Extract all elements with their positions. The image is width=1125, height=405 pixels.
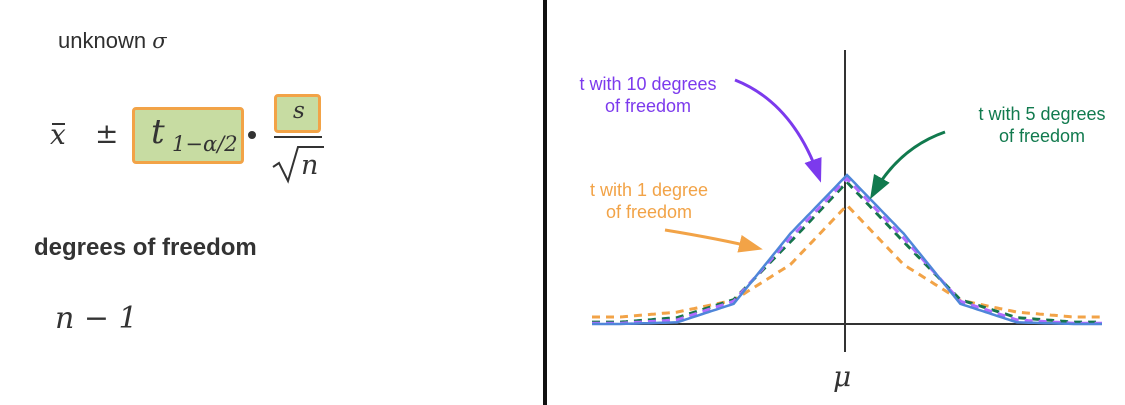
xbar-symbol: x xyxy=(50,118,66,151)
degrees-of-freedom-heading: degrees of freedom xyxy=(34,234,257,261)
t-subscript: 1−α/2 xyxy=(172,132,238,156)
distribution-chart: t with 10 degrees of freedom t with 5 de… xyxy=(547,0,1125,405)
t1-annotation: t with 1 degree of freedom xyxy=(581,179,717,223)
distribution-svg xyxy=(592,50,1102,352)
unknown-text: unknown xyxy=(58,28,147,53)
t5-annotation: t with 5 degrees of freedom xyxy=(972,103,1112,147)
confidence-interval-formula: x ± t 1−α/2 s n xyxy=(0,0,543,220)
sample-sd-symbol: s xyxy=(293,98,305,124)
t10-annotation: t with 10 degrees of freedom xyxy=(558,73,738,117)
sqrt-n-text: n xyxy=(301,150,318,181)
degrees-of-freedom-formula: n − 1 xyxy=(55,301,138,336)
normal-curve xyxy=(592,173,1102,326)
t-critical-box: t 1−α/2 xyxy=(132,107,244,164)
t5-curve xyxy=(592,179,1102,324)
t1-arrow xyxy=(664,228,763,253)
t1-annotation-line-1: t with 1 degree xyxy=(589,180,709,200)
xbar-overline xyxy=(52,123,65,125)
t1-curve xyxy=(592,203,1102,319)
sqrt-n: n xyxy=(272,146,324,184)
mu-label: μ xyxy=(833,360,852,393)
sigma-symbol: σ xyxy=(152,29,167,53)
t10-annotation-line-2: of freedom xyxy=(604,96,692,116)
t5-annotation-line-2: of freedom xyxy=(998,126,1086,146)
unknown-sigma-label: unknown σ xyxy=(58,28,167,54)
t10-curve xyxy=(592,176,1102,325)
formula-panel: unknown σ x ± t 1−α/2 s n degrees of fre… xyxy=(0,0,543,405)
t10-annotation-line-1: t with 10 degrees xyxy=(579,74,717,94)
t10-arrow xyxy=(734,78,822,183)
sqrt-radical xyxy=(272,146,324,184)
t5-arrow xyxy=(870,130,946,200)
t5-annotation-line-1: t with 5 degrees xyxy=(978,104,1106,124)
multiply-dot xyxy=(248,131,256,139)
fraction-line xyxy=(274,136,322,138)
t-symbol: t xyxy=(151,112,165,152)
plus-minus-symbol: ± xyxy=(95,117,119,150)
panel-divider xyxy=(543,0,547,405)
sample-sd-box: s xyxy=(274,94,321,133)
t1-annotation-line-2: of freedom xyxy=(605,202,693,222)
